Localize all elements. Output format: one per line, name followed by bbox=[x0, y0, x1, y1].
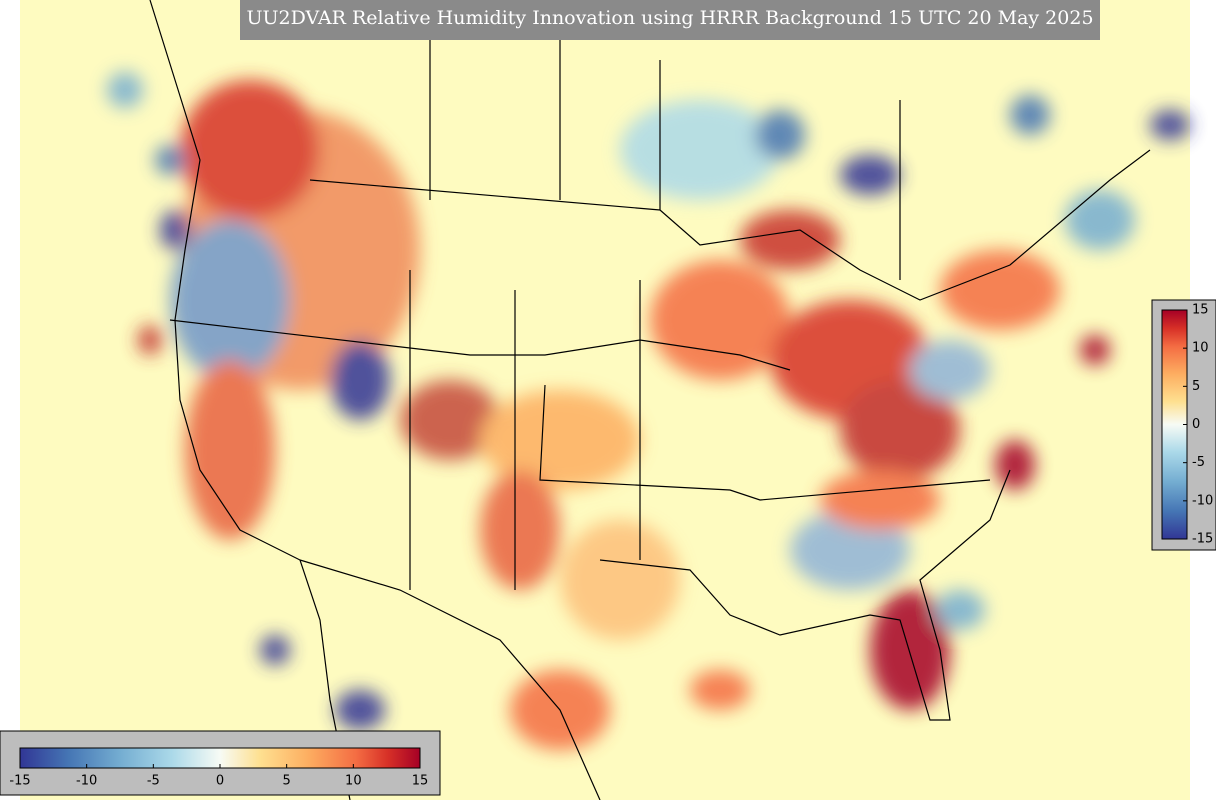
colorbar-tick-label: -5 bbox=[1192, 455, 1205, 470]
colorbar-bottom bbox=[0, 730, 441, 796]
colorbar-tick-label: 15 bbox=[412, 774, 429, 789]
colorbar-tick-label: 5 bbox=[1192, 379, 1200, 394]
colorbar-right bbox=[1151, 299, 1216, 551]
colorbar-tick-label: -10 bbox=[1192, 493, 1213, 508]
colorbar-tick-label: 0 bbox=[1192, 417, 1200, 432]
title-box bbox=[240, 0, 1100, 40]
colorbar-tick-label: 10 bbox=[1192, 341, 1209, 356]
map-title: UU2DVAR Relative Humidity Innovation usi… bbox=[246, 7, 1093, 29]
colorbar-tick-label: 15 bbox=[1192, 303, 1209, 318]
colorbar-tick-label: 5 bbox=[283, 774, 291, 789]
colorbar-tick-label: -5 bbox=[147, 774, 160, 789]
colorbar-tick-label: -15 bbox=[9, 774, 30, 789]
colorbar-tick-label: 10 bbox=[345, 774, 362, 789]
colorbar bbox=[1161, 309, 1188, 540]
colorbar-tick-label: -10 bbox=[76, 774, 97, 789]
colorbar-tick-label: -15 bbox=[1192, 532, 1213, 547]
map-field bbox=[20, 0, 1190, 800]
colorbar-tick-label: 0 bbox=[216, 774, 224, 789]
